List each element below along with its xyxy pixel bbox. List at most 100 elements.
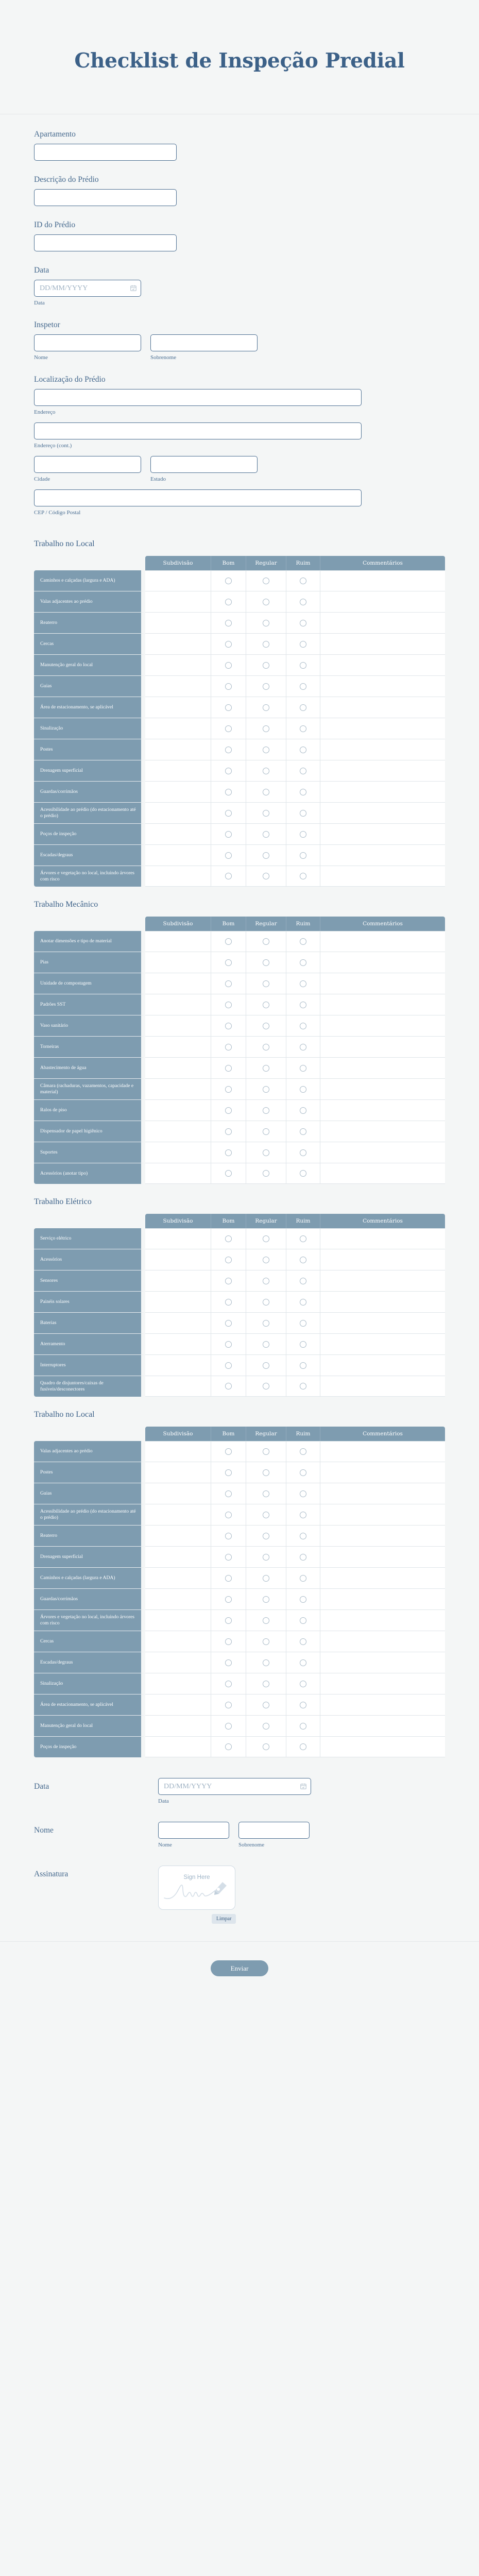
matrix-subdivision-cell[interactable]: [145, 1355, 211, 1376]
matrix-radio-cell-bom[interactable]: [211, 1568, 246, 1589]
matrix-radio-cell-bom[interactable]: [211, 1270, 246, 1292]
matrix-radio-cell-ruim[interactable]: [286, 760, 320, 782]
radio-bom[interactable]: [225, 746, 232, 753]
matrix-comments-cell[interactable]: [320, 655, 445, 676]
radio-ruim[interactable]: [300, 1086, 306, 1093]
matrix-radio-cell-bom[interactable]: [211, 1355, 246, 1376]
radio-regular[interactable]: [263, 1022, 269, 1029]
radio-regular[interactable]: [263, 1362, 269, 1369]
matrix-comments-cell[interactable]: [320, 1547, 445, 1568]
matrix-comments-cell[interactable]: [320, 1313, 445, 1334]
matrix-radio-cell-bom[interactable]: [211, 803, 246, 824]
matrix-radio-cell-regular[interactable]: [246, 1631, 286, 1652]
matrix-subdivision-cell[interactable]: [145, 1547, 211, 1568]
matrix-comments-cell[interactable]: [320, 1163, 445, 1184]
matrix-radio-cell-regular[interactable]: [246, 973, 286, 994]
matrix-radio-cell-ruim[interactable]: [286, 1292, 320, 1313]
matrix-comments-cell[interactable]: [320, 718, 445, 739]
radio-ruim[interactable]: [300, 831, 306, 838]
radio-regular[interactable]: [263, 704, 269, 711]
matrix-radio-cell-ruim[interactable]: [286, 866, 320, 887]
matrix-radio-cell-bom[interactable]: [211, 973, 246, 994]
data-input[interactable]: [34, 280, 141, 297]
radio-ruim[interactable]: [300, 704, 306, 711]
radio-bom[interactable]: [225, 1256, 232, 1263]
matrix-radio-cell-bom[interactable]: [211, 1079, 246, 1100]
radio-bom[interactable]: [225, 852, 232, 859]
matrix-subdivision-cell[interactable]: [145, 803, 211, 824]
matrix-radio-cell-ruim[interactable]: [286, 1547, 320, 1568]
radio-regular[interactable]: [263, 1128, 269, 1135]
matrix-comments-cell[interactable]: [320, 994, 445, 1015]
matrix-radio-cell-bom[interactable]: [211, 1121, 246, 1142]
matrix-subdivision-cell[interactable]: [145, 1504, 211, 1526]
matrix-radio-cell-regular[interactable]: [246, 1483, 286, 1504]
matrix-radio-cell-regular[interactable]: [246, 570, 286, 591]
matrix-radio-cell-bom[interactable]: [211, 1694, 246, 1716]
matrix-comments-cell[interactable]: [320, 1610, 445, 1631]
matrix-subdivision-cell[interactable]: [145, 994, 211, 1015]
radio-ruim[interactable]: [300, 1319, 306, 1327]
matrix-radio-cell-regular[interactable]: [246, 931, 286, 952]
matrix-subdivision-cell[interactable]: [145, 824, 211, 845]
radio-ruim[interactable]: [300, 788, 306, 795]
matrix-comments-cell[interactable]: [320, 591, 445, 613]
matrix-radio-cell-ruim[interactable]: [286, 591, 320, 613]
radio-regular[interactable]: [263, 640, 269, 648]
radio-bom[interactable]: [225, 1107, 232, 1114]
radio-ruim[interactable]: [300, 980, 306, 987]
radio-ruim[interactable]: [300, 746, 306, 753]
matrix-subdivision-cell[interactable]: [145, 1015, 211, 1037]
matrix-radio-cell-regular[interactable]: [246, 1313, 286, 1334]
matrix-subdivision-cell[interactable]: [145, 973, 211, 994]
matrix-radio-cell-regular[interactable]: [246, 634, 286, 655]
matrix-radio-cell-ruim[interactable]: [286, 1483, 320, 1504]
matrix-subdivision-cell[interactable]: [145, 1694, 211, 1716]
matrix-subdivision-cell[interactable]: [145, 845, 211, 866]
radio-bom[interactable]: [225, 1022, 232, 1029]
matrix-radio-cell-regular[interactable]: [246, 1163, 286, 1184]
radio-regular[interactable]: [263, 1001, 269, 1008]
matrix-radio-cell-ruim[interactable]: [286, 1652, 320, 1673]
radio-regular[interactable]: [263, 852, 269, 859]
matrix-radio-cell-ruim[interactable]: [286, 1142, 320, 1163]
matrix-radio-cell-regular[interactable]: [246, 803, 286, 824]
matrix-subdivision-cell[interactable]: [145, 931, 211, 952]
radio-ruim[interactable]: [300, 1298, 306, 1306]
matrix-radio-cell-regular[interactable]: [246, 676, 286, 697]
matrix-radio-cell-bom[interactable]: [211, 866, 246, 887]
radio-bom[interactable]: [225, 1511, 232, 1518]
radio-bom[interactable]: [225, 959, 232, 966]
radio-ruim[interactable]: [300, 1022, 306, 1029]
matrix-comments-cell[interactable]: [320, 973, 445, 994]
radio-ruim[interactable]: [300, 1490, 306, 1497]
matrix-radio-cell-regular[interactable]: [246, 1504, 286, 1526]
matrix-comments-cell[interactable]: [320, 634, 445, 655]
radio-bom[interactable]: [225, 873, 232, 880]
matrix-radio-cell-bom[interactable]: [211, 1589, 246, 1610]
radio-ruim[interactable]: [300, 619, 306, 626]
matrix-radio-cell-bom[interactable]: [211, 1526, 246, 1547]
submit-button[interactable]: Enviar: [211, 1960, 268, 1976]
matrix-radio-cell-ruim[interactable]: [286, 994, 320, 1015]
matrix-subdivision-cell[interactable]: [145, 760, 211, 782]
radio-ruim[interactable]: [300, 1701, 306, 1708]
matrix-comments-cell[interactable]: [320, 1631, 445, 1652]
matrix-radio-cell-regular[interactable]: [246, 1589, 286, 1610]
matrix-radio-cell-ruim[interactable]: [286, 1270, 320, 1292]
endereco-cont-input[interactable]: [34, 422, 362, 439]
matrix-comments-cell[interactable]: [320, 1716, 445, 1737]
inspetor-last-name-input[interactable]: [150, 334, 258, 351]
matrix-radio-cell-bom[interactable]: [211, 994, 246, 1015]
radio-regular[interactable]: [263, 788, 269, 795]
radio-regular[interactable]: [263, 1448, 269, 1455]
id-predio-input[interactable]: [34, 234, 177, 251]
matrix-radio-cell-bom[interactable]: [211, 1462, 246, 1483]
radio-ruim[interactable]: [300, 683, 306, 690]
matrix-radio-cell-ruim[interactable]: [286, 1355, 320, 1376]
matrix-subdivision-cell[interactable]: [145, 1163, 211, 1184]
radio-regular[interactable]: [263, 1596, 269, 1603]
descricao-input[interactable]: [34, 189, 177, 206]
radio-regular[interactable]: [263, 1277, 269, 1284]
radio-regular[interactable]: [263, 1043, 269, 1050]
